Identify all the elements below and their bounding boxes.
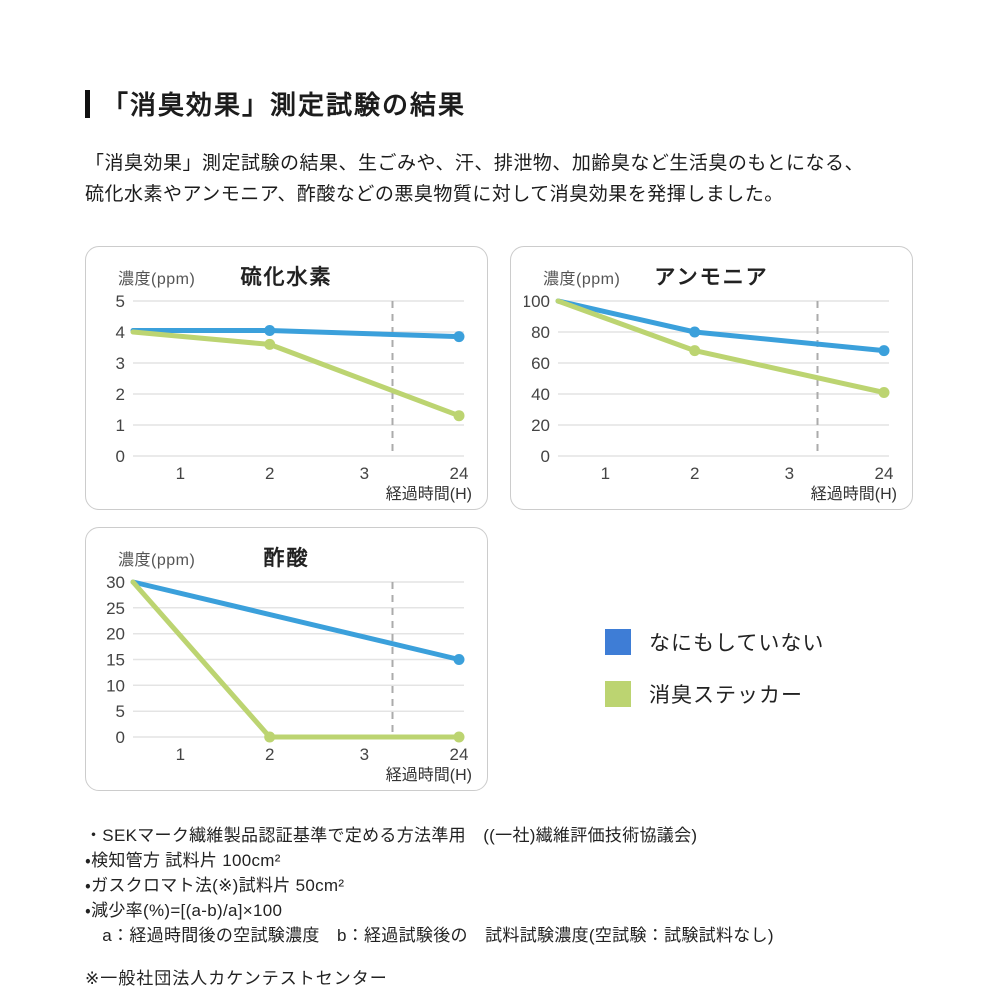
svg-text:24: 24 xyxy=(450,464,469,483)
svg-text:経過時間(H): 経過時間(H) xyxy=(386,766,472,784)
legend-swatch-green xyxy=(605,681,631,707)
svg-text:20: 20 xyxy=(106,625,125,644)
svg-text:10: 10 xyxy=(106,676,125,695)
svg-text:3: 3 xyxy=(360,464,369,483)
svg-text:1: 1 xyxy=(176,745,185,764)
svg-text:3: 3 xyxy=(360,745,369,764)
chart-panel-header: 濃度(ppm) 酢酸 xyxy=(86,528,487,572)
y-axis-unit-label: 濃度(ppm) xyxy=(118,271,196,288)
y-axis-unit-label: 濃度(ppm) xyxy=(543,271,621,288)
chart-panel-header: 濃度(ppm) 硫化水素 xyxy=(86,247,487,291)
svg-text:1: 1 xyxy=(176,464,185,483)
svg-text:1: 1 xyxy=(601,464,610,483)
svg-text:3: 3 xyxy=(785,464,794,483)
description-line-2: 硫化水素やアンモニア、酢酸などの悪臭物質に対して消臭効果を発揮しました。 xyxy=(85,184,784,205)
svg-text:100: 100 xyxy=(524,292,550,311)
reference-note: ※一般社団法人カケンテストセンター xyxy=(85,969,388,988)
charts-grid: 濃度(ppm) 硫化水素 5 4 3 2 1 0 1 2 3 24 経過時間(H) 濃度(ppm) … xyxy=(85,246,915,791)
svg-text:4: 4 xyxy=(116,323,125,342)
svg-text:0: 0 xyxy=(541,447,550,466)
page-title: 「消臭効果」測定試験の結果 xyxy=(102,90,467,120)
svg-text:5: 5 xyxy=(116,292,125,311)
legend-label-untreated: なにもしていない xyxy=(649,632,825,655)
legend-area: なにもしていない 消臭ステッカー xyxy=(510,527,913,791)
footnote-line: ・検知管方 試料片 100cm² xyxy=(85,851,281,870)
svg-text:経過時間(H): 経過時間(H) xyxy=(386,485,472,503)
svg-text:25: 25 xyxy=(106,599,125,618)
footnote-line: ・減少率(%)=[(a-b)/a]×100 xyxy=(85,901,283,920)
chart-title-ammonia: アンモニア xyxy=(654,266,769,289)
svg-text:24: 24 xyxy=(450,745,469,764)
chart-panel-ammonia: 濃度(ppm) アンモニア 100 80 60 40 20 0 1 2 3 24 経過時間(H) xyxy=(510,246,913,510)
page-description: 「消臭効果」測定試験の結果、生ごみや、汗、排泄物、加齢臭など生活臭のもとになる、… xyxy=(85,148,915,210)
svg-text:0: 0 xyxy=(116,728,125,747)
svg-text:24: 24 xyxy=(875,464,894,483)
svg-text:30: 30 xyxy=(106,573,125,592)
ammonia-line-chart: 100 80 60 40 20 0 1 2 3 24 経過時間(H) xyxy=(524,292,897,503)
legend-item-deodorant-sticker: 消臭ステッカー xyxy=(605,679,824,709)
y-axis-unit-label: 濃度(ppm) xyxy=(118,552,196,569)
svg-text:0: 0 xyxy=(116,447,125,466)
legend-swatch-blue xyxy=(605,629,631,655)
chart-title-hydrogen-sulfide: 硫化水素 xyxy=(240,266,333,289)
svg-text:2: 2 xyxy=(265,745,274,764)
footnote-line: a：経過時間後の空試験濃度 b：経過試験後の 試料試験濃度(空試験：試験試料なし… xyxy=(85,926,774,945)
legend-item-untreated: なにもしていない xyxy=(605,627,824,657)
svg-text:2: 2 xyxy=(265,464,274,483)
svg-text:40: 40 xyxy=(531,385,550,404)
footnote-line: ・SEKマーク繊維製品認証基準で定める方法準用 ((一社)繊維評価技術協議会) xyxy=(85,826,698,845)
svg-text:15: 15 xyxy=(106,651,125,670)
svg-text:20: 20 xyxy=(531,416,550,435)
footnotes: ・SEKマーク繊維製品認証基準で定める方法準用 ((一社)繊維評価技術協議会) … xyxy=(85,823,915,948)
chart-legend: なにもしていない 消臭ステッカー xyxy=(605,627,824,709)
chart-panel-acetic-acid: 濃度(ppm) 酢酸 30 25 20 15 10 5 0 1 2 3 24 経過時間(H) xyxy=(85,527,488,791)
svg-text:1: 1 xyxy=(116,416,125,435)
svg-text:2: 2 xyxy=(690,464,699,483)
hydrogen-sulfide-line-chart: 5 4 3 2 1 0 1 2 3 24 経過時間(H) xyxy=(116,292,472,503)
chart-panel-header: 濃度(ppm) アンモニア xyxy=(511,247,912,291)
legend-label-deodorant-sticker: 消臭ステッカー xyxy=(649,684,803,707)
description-line-1: 「消臭効果」測定試験の結果、生ごみや、汗、排泄物、加齢臭など生活臭のもとになる、 xyxy=(85,153,865,174)
svg-text:5: 5 xyxy=(116,702,125,721)
svg-text:経過時間(H): 経過時間(H) xyxy=(811,485,897,503)
page-title-row: 「消臭効果」測定試験の結果 xyxy=(85,85,915,122)
chart-title-acetic-acid: 酢酸 xyxy=(263,547,310,570)
svg-text:3: 3 xyxy=(116,354,125,373)
svg-text:60: 60 xyxy=(531,354,550,373)
title-accent-bar xyxy=(85,89,90,118)
footnote-line: ・ガスクロマト法(※)試料片 50cm² xyxy=(85,876,345,895)
acetic-acid-line-chart: 30 25 20 15 10 5 0 1 2 3 24 経過時間(H) xyxy=(106,573,472,784)
svg-text:80: 80 xyxy=(531,323,550,342)
chart-panel-hydrogen-sulfide: 濃度(ppm) 硫化水素 5 4 3 2 1 0 1 2 3 24 経過時間(H) xyxy=(85,246,488,510)
svg-text:2: 2 xyxy=(116,385,125,404)
